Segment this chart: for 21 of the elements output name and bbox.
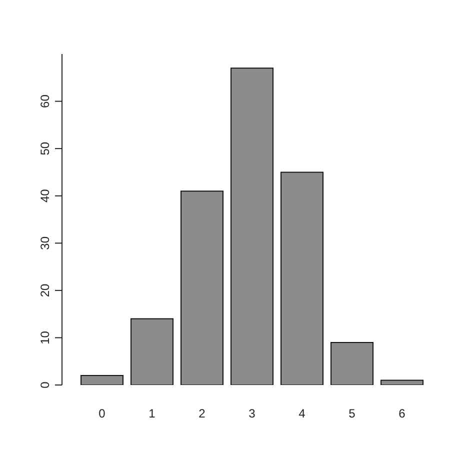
bar bbox=[280, 172, 324, 385]
x-tick-label: 5 bbox=[348, 406, 356, 421]
x-tick-label: 0 bbox=[98, 406, 106, 421]
bar bbox=[180, 190, 224, 385]
bar bbox=[330, 342, 374, 385]
y-tick-label: 20 bbox=[38, 283, 52, 298]
y-tick-label: 60 bbox=[38, 94, 52, 108]
y-tick-label: 50 bbox=[38, 142, 52, 156]
x-tick-label: 1 bbox=[148, 406, 156, 421]
x-tick-label: 3 bbox=[248, 406, 256, 421]
bar bbox=[130, 318, 174, 385]
bar bbox=[80, 375, 124, 385]
x-tick-label: 2 bbox=[198, 406, 206, 421]
bar bbox=[230, 68, 274, 385]
y-tick-label: 30 bbox=[38, 236, 52, 250]
y-tick-label: 0 bbox=[38, 381, 52, 388]
x-tick-label: 6 bbox=[398, 406, 406, 421]
y-tick-label: 10 bbox=[38, 330, 52, 344]
y-tick-label: 40 bbox=[38, 188, 52, 203]
bar bbox=[380, 380, 424, 385]
x-tick-label: 4 bbox=[298, 406, 306, 421]
